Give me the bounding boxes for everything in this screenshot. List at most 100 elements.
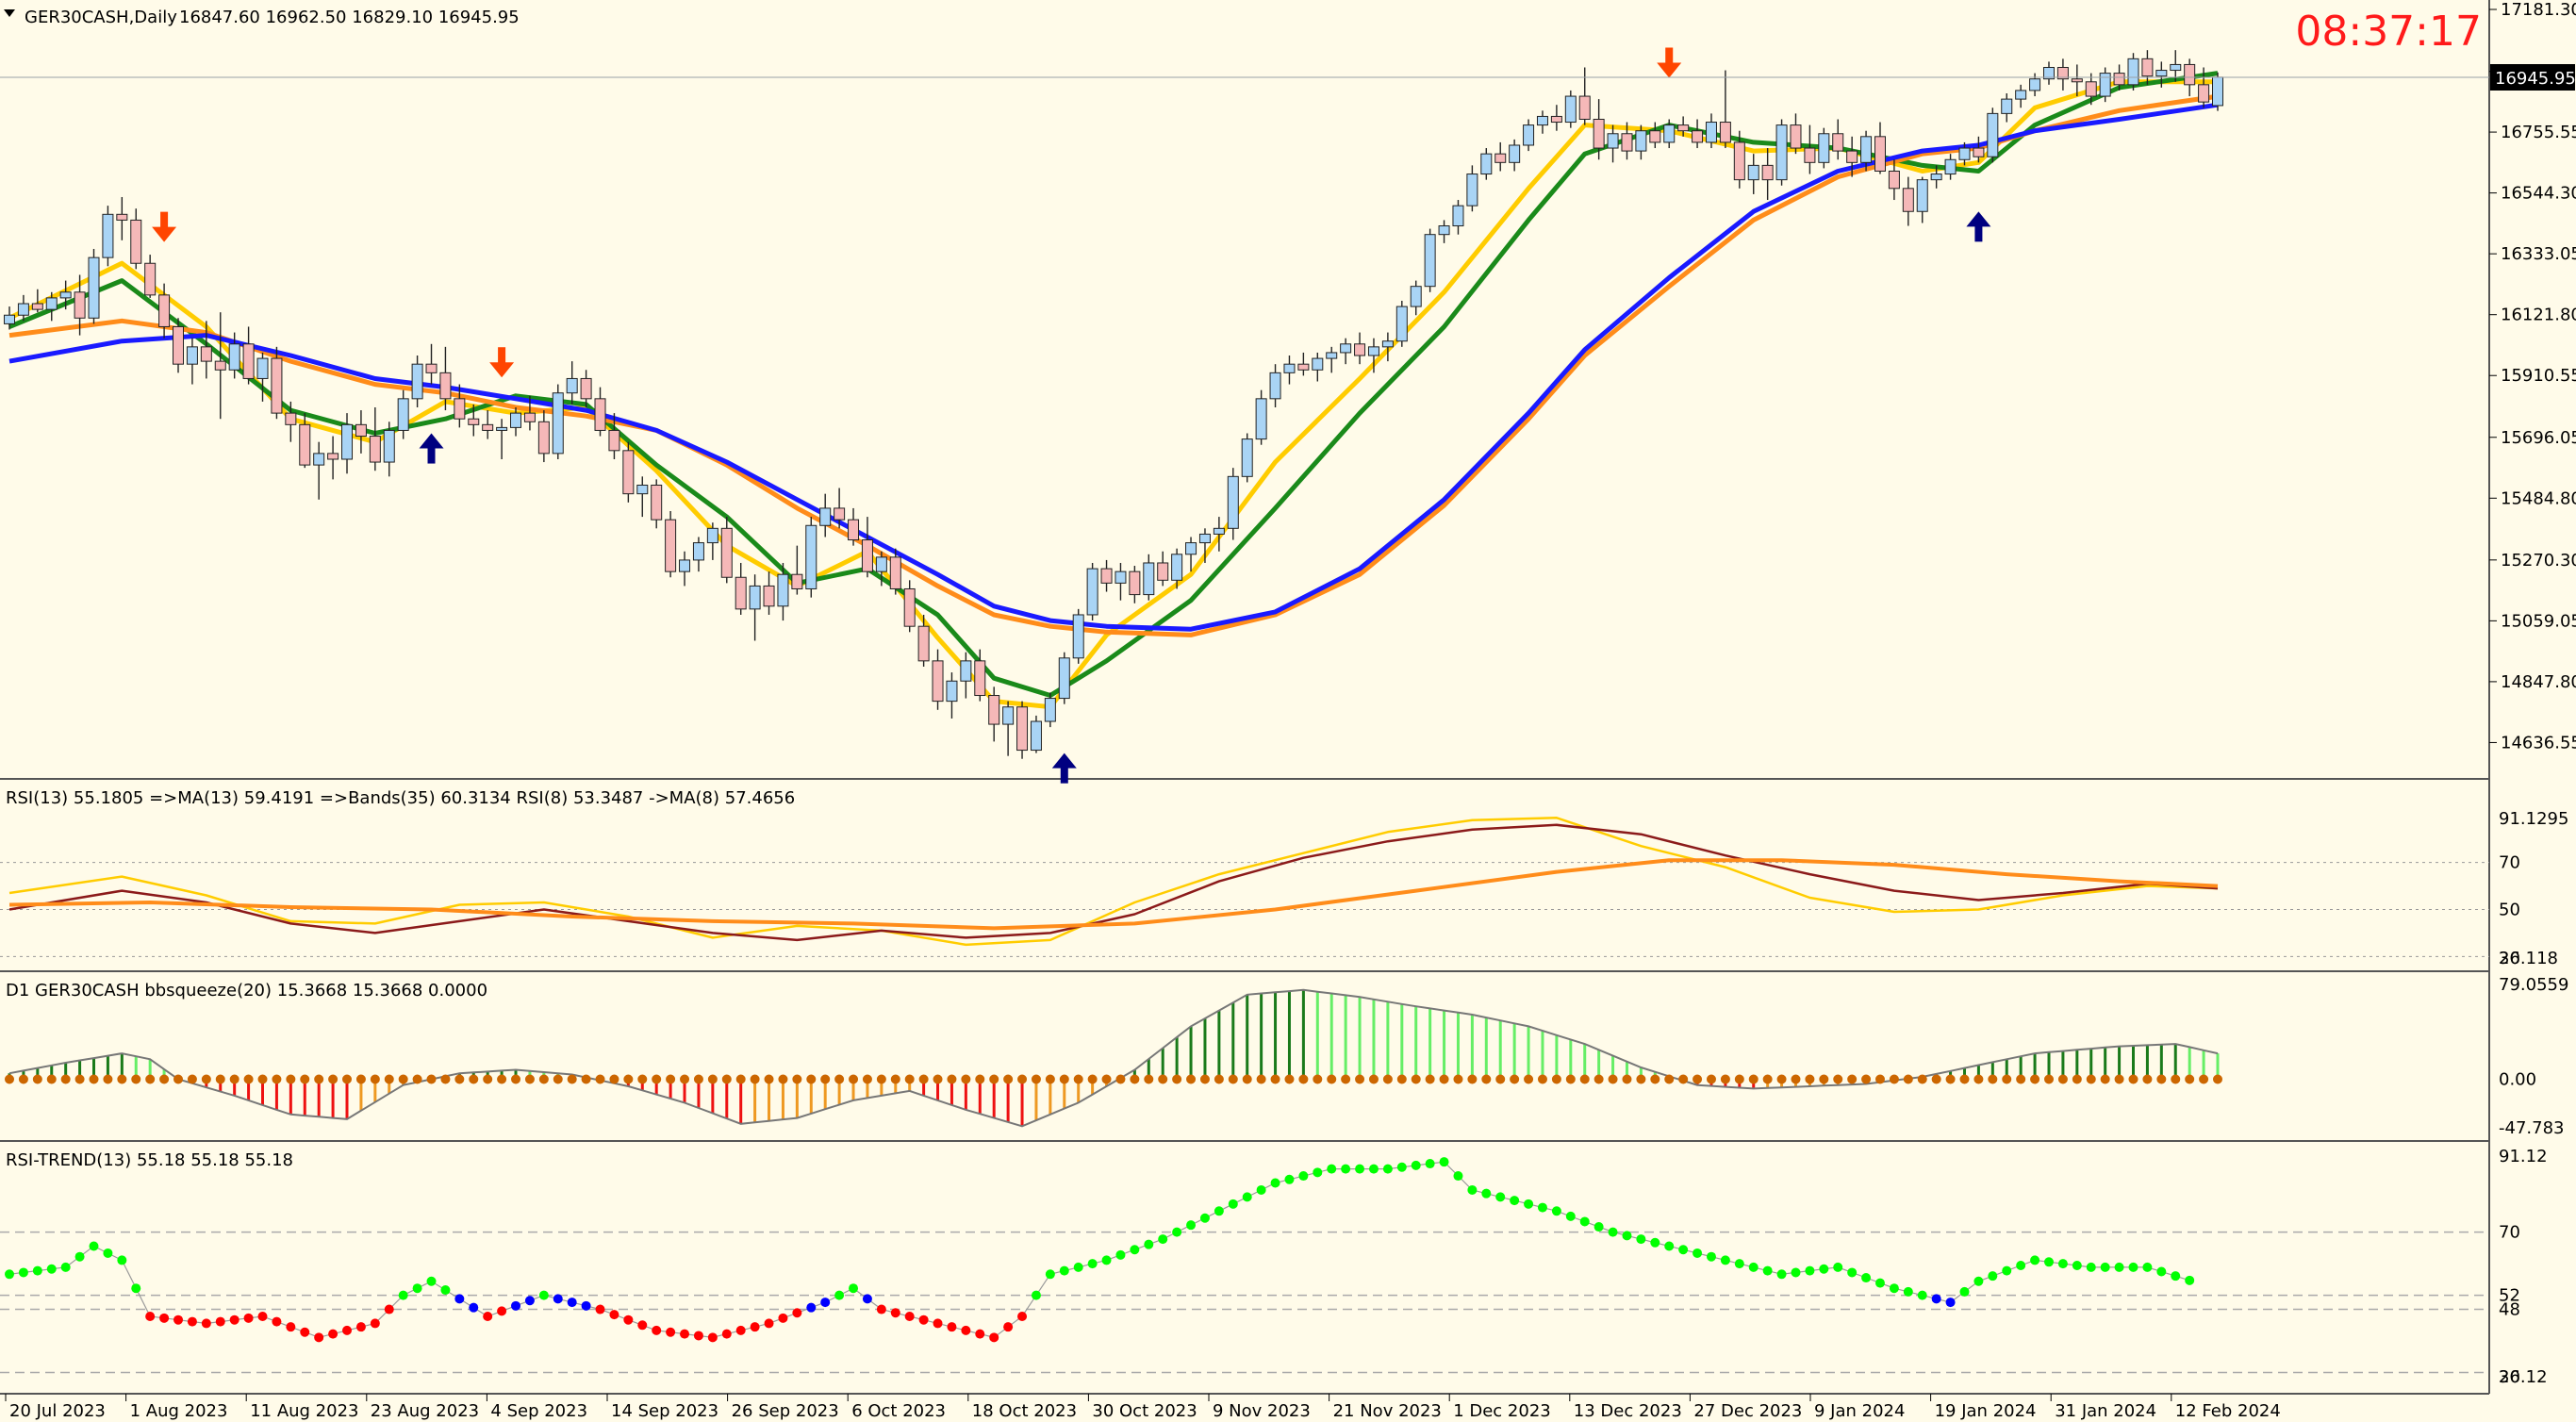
rsi-trend-dot	[2142, 1262, 2153, 1272]
candle	[1227, 468, 1239, 540]
rsi-trend-dot	[18, 1267, 28, 1278]
candle	[1466, 165, 1478, 212]
squeeze-dot	[1425, 1074, 1435, 1084]
candle	[1100, 559, 1113, 592]
rsi-trend-dot	[1931, 1294, 1941, 1304]
candle-body	[1283, 363, 1296, 373]
candle	[1635, 124, 1647, 160]
squeeze-dot	[328, 1074, 339, 1084]
squeeze-dot	[2072, 1074, 2082, 1084]
candle	[1424, 228, 1436, 292]
squeeze-dot	[806, 1074, 817, 1084]
squeeze-dot	[2213, 1074, 2222, 1084]
rsi-trend-dot	[609, 1310, 619, 1320]
candle-body	[2141, 58, 2154, 77]
squeeze-dot	[595, 1074, 605, 1084]
rsi-trend-dot	[131, 1283, 141, 1294]
squeeze-dot	[159, 1074, 170, 1084]
squeeze-dot	[2185, 1074, 2195, 1084]
candle-body	[1227, 475, 1239, 529]
candle	[777, 562, 789, 621]
squeeze-dot	[1199, 1074, 1210, 1084]
candle	[369, 407, 381, 471]
candle-body	[228, 343, 240, 371]
candle	[1593, 99, 1605, 160]
candle-body	[454, 398, 466, 420]
rsi-trend-dot	[2128, 1262, 2138, 1272]
candle	[1550, 105, 1562, 131]
candle	[313, 441, 325, 500]
candle-body	[2042, 66, 2055, 80]
candle	[1719, 70, 1731, 149]
time-tick-label: 18 Oct 2023	[972, 1401, 1077, 1421]
candle-body	[523, 412, 536, 422]
rsi-trend-dot	[1045, 1269, 1055, 1280]
candle-body	[1002, 706, 1015, 725]
squeeze-dot	[1833, 1074, 1843, 1084]
candle-body	[777, 573, 789, 607]
rsi-trend-dot	[1396, 1162, 1407, 1172]
rsi-trend-dot	[1172, 1227, 1182, 1237]
dropdown-caret-icon[interactable]	[4, 9, 15, 17]
squeeze-dot	[497, 1074, 507, 1084]
candle-body	[706, 527, 718, 544]
candle-body	[1593, 118, 1605, 149]
squeeze-dot	[89, 1074, 99, 1084]
squeeze-dot	[1524, 1074, 1534, 1084]
candle-body	[242, 343, 255, 379]
rsi-trend-dot	[707, 1332, 718, 1343]
candle	[889, 548, 901, 595]
squeeze-dot	[60, 1074, 71, 1084]
rsi-trend-dot	[1313, 1167, 1323, 1178]
time-tick-label: 20 Jul 2023	[9, 1401, 106, 1421]
candle	[1157, 551, 1169, 587]
candle-body	[1888, 170, 1900, 190]
candle	[988, 686, 1000, 742]
price-tick-label: 14847.80	[2501, 672, 2576, 692]
rsi-trend-dot	[1467, 1184, 1478, 1195]
squeeze-dot	[1510, 1074, 1520, 1084]
candle	[228, 332, 240, 379]
squeeze-dot	[1973, 1074, 1984, 1084]
candle	[242, 326, 255, 385]
rsi-trend-dot	[1382, 1164, 1393, 1174]
time-tick-label: 14 Sep 2023	[611, 1401, 718, 1421]
candle-body	[1846, 150, 1858, 163]
rsi-trend-dot	[2100, 1262, 2110, 1272]
candle	[397, 389, 409, 439]
candle-body	[2127, 58, 2139, 86]
rsi-trend-dot	[1847, 1267, 1858, 1278]
squeeze-dot	[1003, 1074, 1014, 1084]
price-tick-label: 16755.55	[2501, 123, 2576, 142]
candle-body	[299, 423, 311, 466]
squeeze-dot	[750, 1074, 760, 1084]
rsi-tick-label: 30	[2499, 949, 2520, 968]
squeeze-dot	[1650, 1074, 1660, 1084]
candle	[1367, 338, 1379, 373]
candle	[594, 387, 606, 437]
rsi-trend-dot	[1720, 1255, 1730, 1265]
squeeze-dot	[1579, 1074, 1590, 1084]
candle-body	[2212, 76, 2223, 107]
candle-body	[1297, 363, 1310, 371]
candle-body	[861, 539, 873, 572]
candle	[1185, 537, 1197, 572]
rsi-trend-dot	[1256, 1184, 1266, 1195]
candle	[1874, 122, 1886, 174]
candle	[636, 476, 649, 518]
candle	[1987, 107, 1999, 163]
candle-body	[200, 346, 212, 362]
squeeze-dot	[131, 1074, 141, 1084]
squeeze-dot	[680, 1074, 690, 1084]
candle	[735, 562, 747, 615]
candle	[256, 352, 269, 402]
squeeze-dot	[1341, 1074, 1351, 1084]
candle	[1381, 332, 1394, 362]
candle-body	[1100, 568, 1113, 584]
candle-body	[1354, 343, 1366, 356]
rsi-trend-dot	[1889, 1283, 1899, 1294]
rsi-trend-dot	[524, 1296, 535, 1306]
